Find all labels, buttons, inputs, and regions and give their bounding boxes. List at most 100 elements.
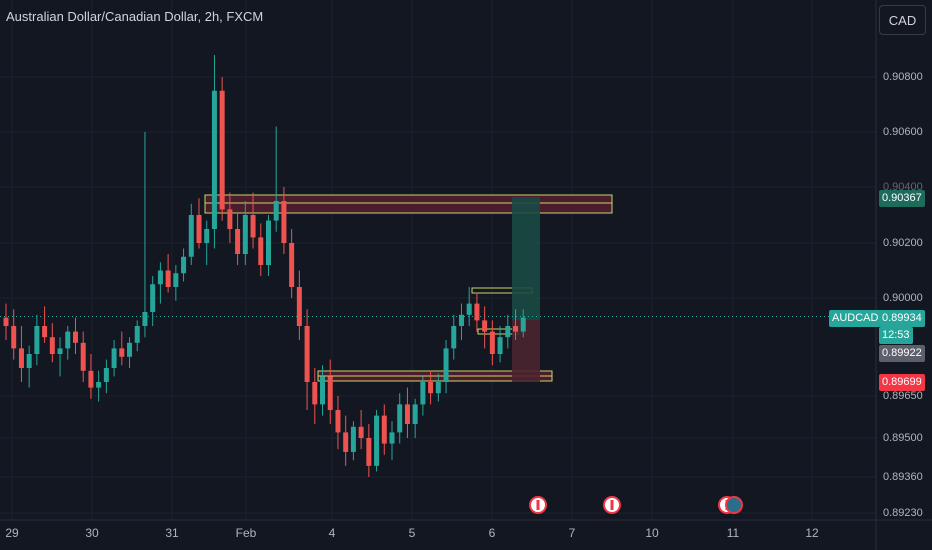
candle-body	[150, 284, 156, 312]
time-label: 12	[805, 526, 819, 540]
time-label: 5	[408, 526, 416, 540]
candle-body	[134, 326, 140, 343]
candle-body	[26, 354, 32, 368]
candle-body	[358, 426, 364, 438]
candle-body	[350, 426, 356, 452]
candle-body	[451, 326, 457, 349]
candle-body	[458, 314, 464, 326]
candle-body	[250, 215, 256, 238]
candle-body	[513, 326, 519, 332]
level-tag-middle: 0.89922	[879, 345, 925, 362]
time-label: 31	[165, 526, 179, 540]
event-marker-group-overlay	[725, 496, 743, 514]
candle-body	[466, 303, 472, 315]
candle-body	[304, 326, 310, 382]
candle-body	[265, 220, 271, 265]
candle-body	[497, 337, 503, 354]
candle-body	[65, 331, 71, 349]
candle-body	[489, 331, 495, 354]
candle-body	[188, 215, 194, 257]
candle-body	[49, 337, 55, 354]
time-label: 11	[726, 526, 740, 540]
candle-body	[474, 303, 480, 321]
candle-body	[443, 348, 449, 382]
last-price-tag: 0.89934	[879, 310, 925, 327]
candle-body	[211, 90, 217, 229]
candle-body	[18, 348, 24, 368]
candle-body	[96, 382, 102, 388]
event-marker-canada-mark	[536, 500, 540, 510]
candle-body	[389, 432, 395, 444]
time-label: 10	[645, 526, 659, 540]
candle-body	[404, 404, 410, 424]
candle-body	[111, 348, 117, 368]
candle-body	[80, 342, 86, 371]
candle-body	[335, 410, 341, 433]
price-tick: 0.90200	[883, 237, 923, 249]
time-label: 4	[328, 526, 336, 540]
candle-body	[381, 415, 387, 444]
candle-body	[196, 215, 202, 243]
candle-body	[412, 404, 418, 424]
countdown-tag: 12:53	[879, 327, 913, 344]
candle-body	[505, 326, 511, 338]
candle-body	[327, 376, 333, 410]
event-marker-canada-mark	[610, 500, 614, 510]
time-label: 7	[568, 526, 576, 540]
price-tick: 0.90800	[883, 71, 923, 83]
candle-body	[312, 382, 318, 405]
candle-body	[103, 368, 109, 382]
candle-body	[482, 320, 488, 332]
candle-body	[204, 229, 210, 243]
time-label: 30	[85, 526, 99, 540]
candle-body	[219, 90, 225, 210]
candle-body	[435, 382, 441, 394]
candle-body	[173, 273, 179, 287]
candle-body	[127, 342, 133, 357]
candle-body	[72, 331, 78, 343]
candle-body	[88, 370, 94, 388]
time-label: Feb	[235, 526, 257, 540]
candle-body	[165, 270, 171, 287]
candle-body	[57, 348, 63, 354]
candle-body	[227, 209, 233, 229]
candle-body	[296, 287, 302, 326]
price-tick: 0.90000	[883, 292, 923, 304]
candle-body	[320, 376, 326, 405]
supply-zone	[204, 194, 613, 214]
candle-body	[181, 256, 187, 274]
currency-button[interactable]: CAD	[879, 5, 926, 35]
candle-body	[281, 201, 287, 243]
position-target-area	[512, 197, 540, 320]
candle-body	[366, 438, 372, 466]
candle-body	[119, 348, 125, 357]
candle-body	[520, 317, 526, 332]
candle-body	[343, 432, 349, 452]
candle-body	[157, 270, 163, 285]
price-tick: 0.89230	[883, 507, 923, 519]
candle-body	[142, 312, 148, 326]
candle-body	[289, 243, 295, 287]
time-label: 29	[5, 526, 19, 540]
price-tick: 0.89500	[883, 432, 923, 444]
candle-body	[428, 382, 434, 394]
candle-body	[42, 326, 48, 338]
candle-body	[235, 229, 241, 254]
candle-body	[34, 326, 40, 354]
symbol-tag: AUDCAD	[829, 310, 882, 327]
candle-body	[420, 382, 426, 405]
candle-body	[3, 317, 9, 326]
candle-body	[397, 404, 403, 433]
price-tick: 0.90600	[883, 126, 923, 138]
candle-body	[11, 326, 17, 349]
level-tag-upper: 0.90367	[879, 190, 925, 207]
chart-title: Australian Dollar/Canadian Dollar, 2h, F…	[6, 9, 264, 24]
candle-body	[242, 215, 248, 254]
level-tag-lower: 0.89699	[879, 374, 925, 391]
candle-body	[258, 237, 264, 265]
time-label: 6	[488, 526, 496, 540]
candle-body	[273, 201, 279, 221]
price-tick: 0.89360	[883, 471, 923, 483]
